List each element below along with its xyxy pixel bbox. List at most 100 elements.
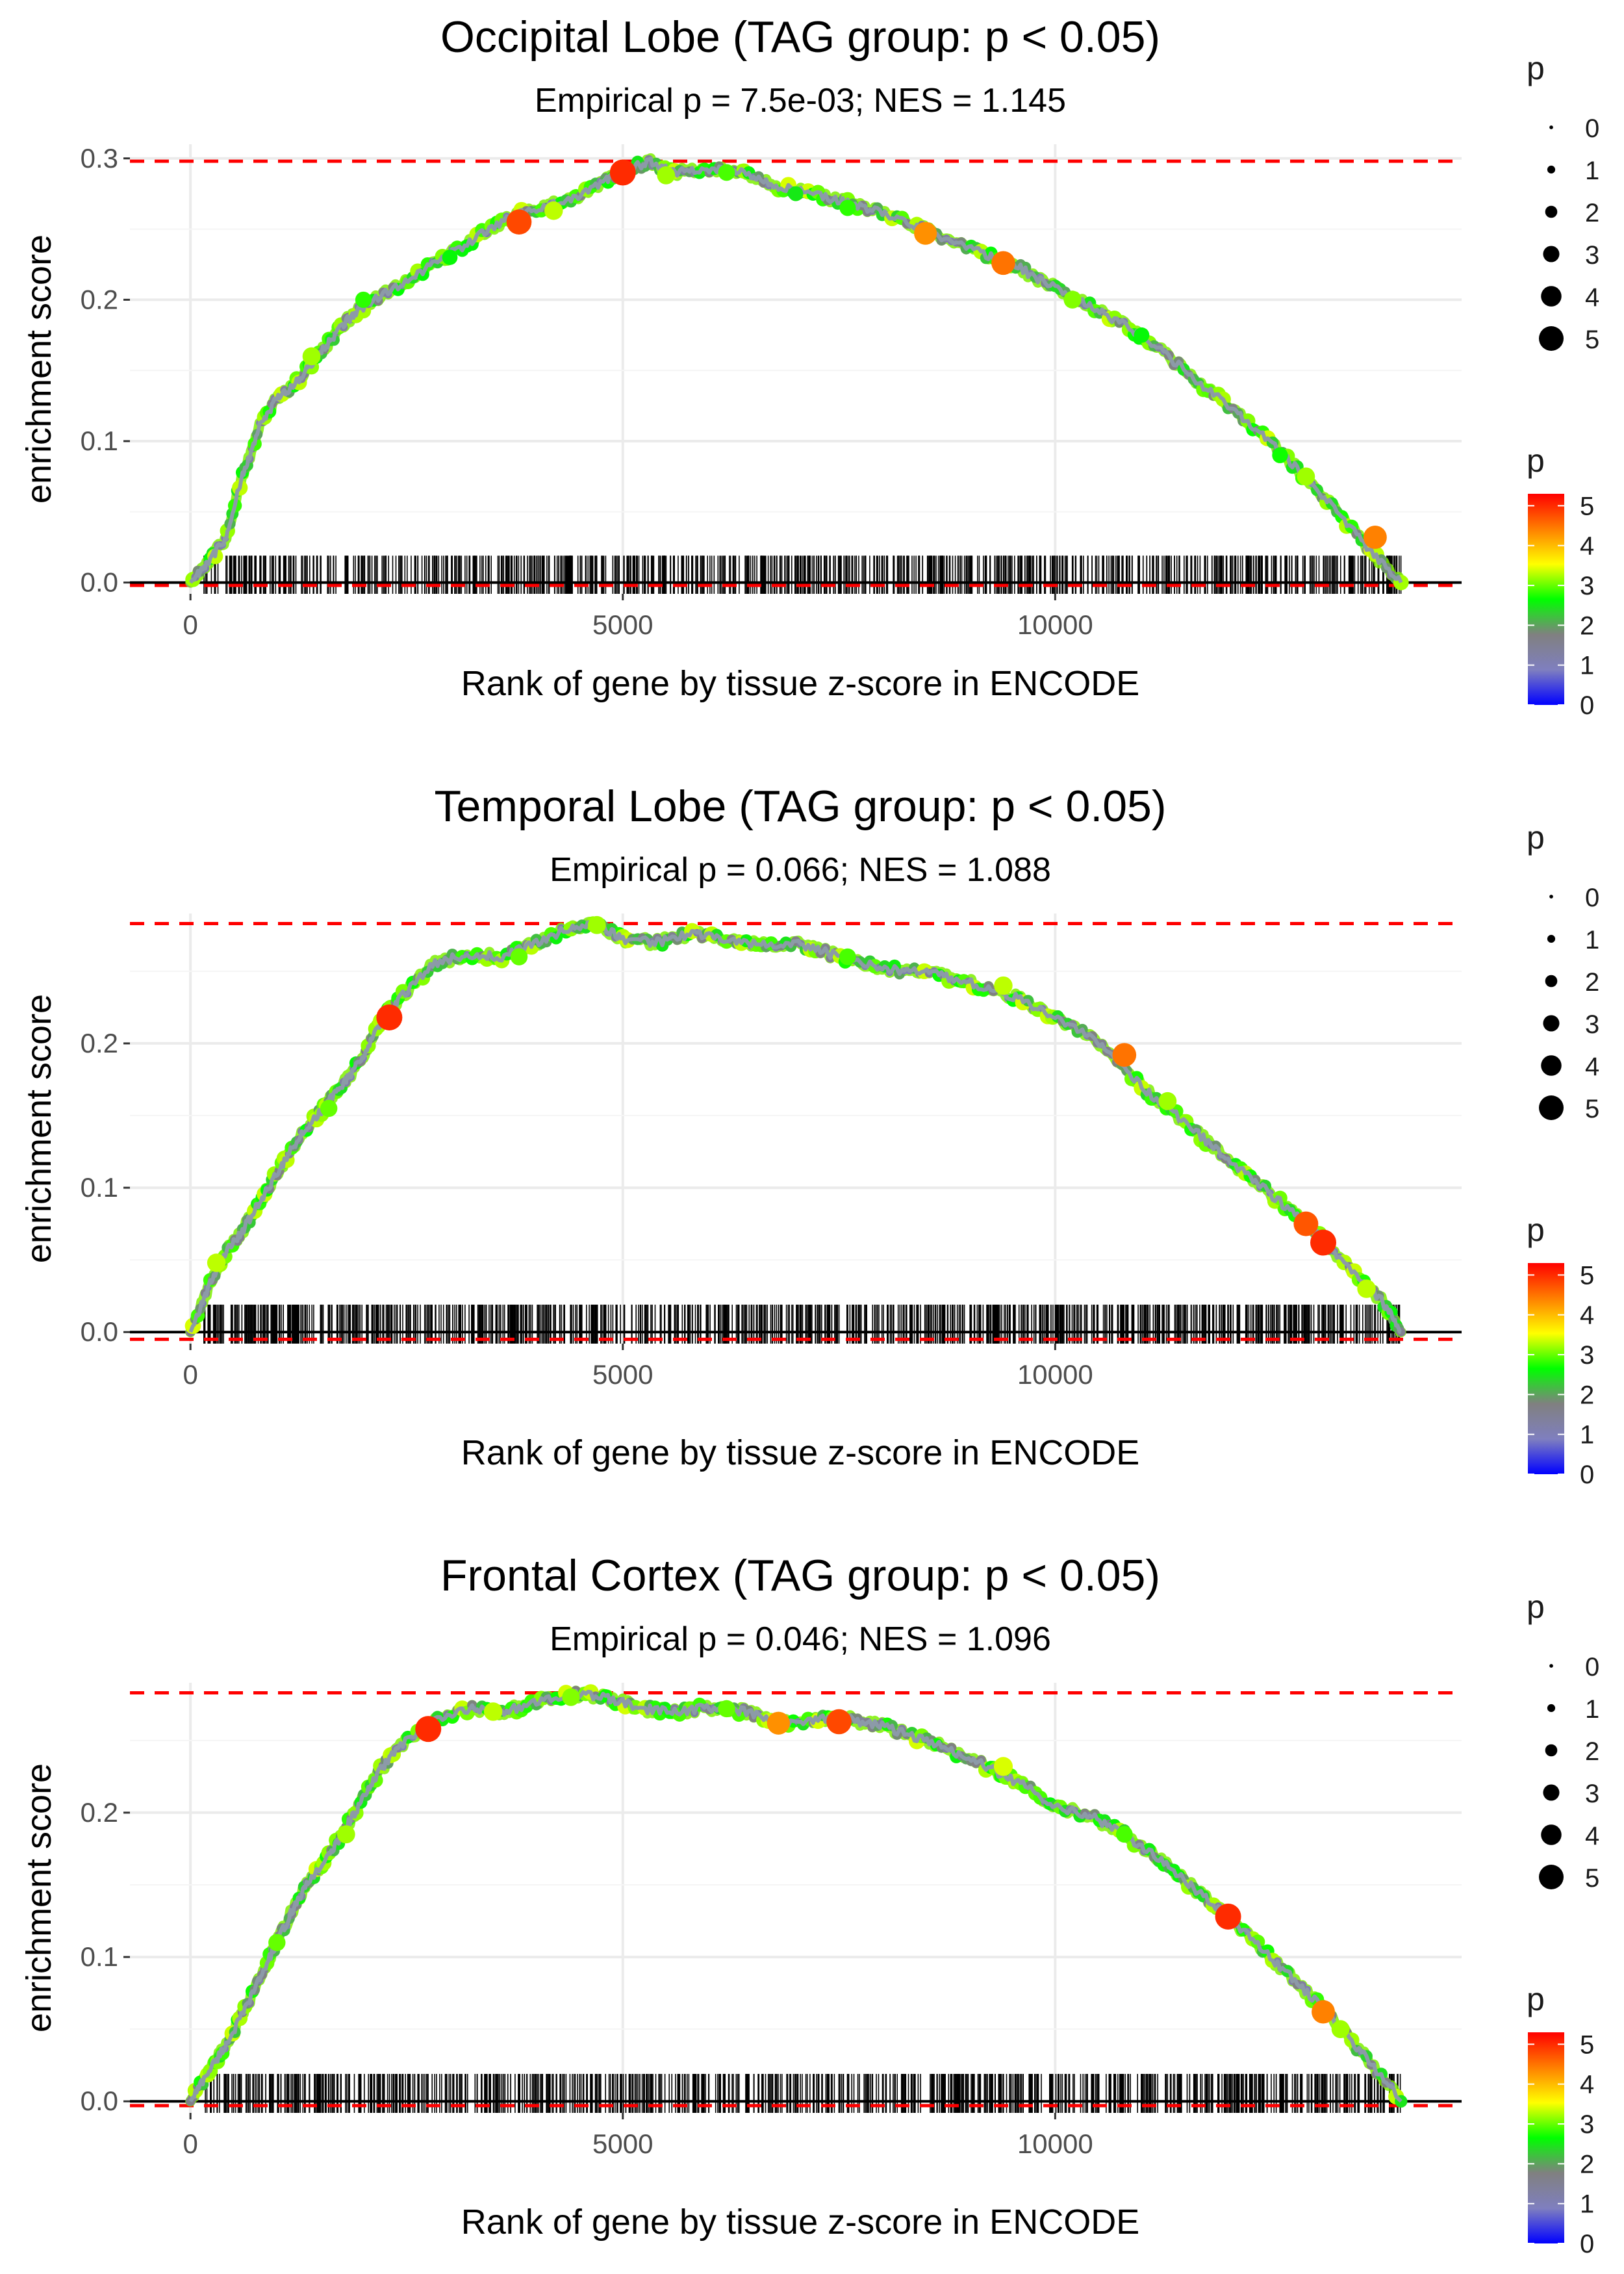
size-legend-label: 0 <box>1585 1653 1599 1681</box>
color-legend-label: 0 <box>1580 2230 1594 2258</box>
hit-point <box>506 209 532 235</box>
y-axis-label: enrichment score <box>19 994 58 1263</box>
y-tick-label: 0.0 <box>81 2086 118 2116</box>
size-legend-dot <box>1539 1095 1564 1120</box>
y-tick-label: 0.1 <box>81 426 118 456</box>
size-legend-label: 3 <box>1585 1780 1599 1808</box>
hit-point <box>1310 1229 1337 1256</box>
y-axis-label: enrichment score <box>19 1763 58 2032</box>
hit-points <box>268 1688 1350 2039</box>
color-legend-label: 1 <box>1580 2190 1594 2219</box>
size-legend-label: 4 <box>1585 1053 1599 1081</box>
size-legend-dot <box>1541 1055 1562 1076</box>
x-tick-label: 5000 <box>592 1359 653 1390</box>
hit-point <box>1112 1043 1137 1067</box>
size-legend-dot <box>1543 1015 1560 1032</box>
curve-dots <box>186 1684 1408 2108</box>
size-legend-dot <box>1547 165 1556 174</box>
plot-clip <box>130 1684 1462 2113</box>
hit-point <box>1357 1279 1376 1298</box>
x-axis-label: Rank of gene by tissue z-score in ENCODE <box>461 2203 1139 2242</box>
plot-area: 0 5000 10000 0.0 0.1 0.2 <box>81 913 1462 1390</box>
plot-area: 0 5000 10000 0.0 0.1 0.2 <box>81 1683 1462 2159</box>
y-tick-label: 0.2 <box>81 1028 118 1058</box>
size-legend-label: 0 <box>1585 884 1599 912</box>
hit-point <box>302 347 321 366</box>
hit-point <box>839 948 856 965</box>
size-legend-dot <box>1545 975 1558 988</box>
color-bar <box>1528 494 1564 705</box>
hit-point <box>1293 1211 1319 1236</box>
hit-point <box>609 159 636 186</box>
size-legend-dot <box>1549 895 1553 899</box>
size-legend-dot <box>1539 1865 1564 1889</box>
curve-dots <box>185 155 1409 591</box>
x-axis-label: Rank of gene by tissue z-score in ENCODE <box>461 1433 1139 1472</box>
hit-point <box>544 201 563 220</box>
hit-points <box>302 159 1387 549</box>
x-tick-label: 0 <box>183 609 198 640</box>
hit-point <box>207 1253 226 1272</box>
hit-point <box>1297 467 1315 486</box>
y-axis-label: enrichment score <box>19 235 58 504</box>
x-tick-label: 10000 <box>1017 1359 1093 1390</box>
hit-point <box>510 948 528 965</box>
color-legend-label: 5 <box>1580 492 1594 520</box>
size-legend-dot <box>1545 205 1558 218</box>
hit-point <box>718 164 735 181</box>
color-legend-label: 4 <box>1580 1301 1594 1330</box>
chart-subtitle: Empirical p = 0.066; NES = 1.088 <box>550 851 1051 889</box>
color-bar <box>1528 2032 1564 2243</box>
size-legend-label: 4 <box>1585 1822 1599 1850</box>
y-tick-label: 0.3 <box>81 143 118 173</box>
color-legend-label: 2 <box>1580 1381 1594 1409</box>
size-legend-label: 5 <box>1585 1095 1599 1123</box>
y-tick-label: 0.0 <box>81 1316 118 1347</box>
size-legend-dot <box>1547 934 1556 943</box>
color-bar <box>1528 1263 1564 1474</box>
hit-point <box>788 186 804 201</box>
curve-dots <box>184 916 1406 1337</box>
color-legend-title: p <box>1527 1212 1545 1248</box>
hit-point <box>1134 327 1150 343</box>
hit-point <box>826 1709 852 1735</box>
hit-point <box>994 976 1013 995</box>
size-legend-label: 1 <box>1585 157 1599 185</box>
hit-point <box>839 199 856 216</box>
hit-point <box>914 222 937 245</box>
plot-clip <box>130 915 1462 1344</box>
color-legend-label: 3 <box>1580 2110 1594 2139</box>
size-legend-label: 1 <box>1585 1695 1599 1724</box>
es-curve <box>188 1689 1402 2103</box>
y-tick-label: 0.1 <box>81 1172 118 1203</box>
hit-point <box>1215 1903 1241 1930</box>
panel-occipital: Occipital Lobe (TAG group: p < 0.05) Emp… <box>19 12 1462 703</box>
hit-point <box>1158 1092 1177 1110</box>
x-tick-label: 0 <box>183 2128 198 2159</box>
size-legend-label: 0 <box>1585 114 1599 143</box>
chart-subtitle: Empirical p = 0.046; NES = 1.096 <box>550 1620 1051 1658</box>
x-tick-label: 10000 <box>1017 609 1093 640</box>
color-legend-label: 2 <box>1580 611 1594 640</box>
size-legend-label: 2 <box>1585 1737 1599 1766</box>
size-legend-dot <box>1541 286 1562 307</box>
color-legend-title: p <box>1527 442 1545 479</box>
hit-point <box>657 166 676 185</box>
color-legend-label: 3 <box>1580 572 1594 600</box>
legend-group: p 0 1 2 3 4 5 p 0 1 2 3 4 5 <box>1527 50 1599 720</box>
hit-point <box>993 1757 1013 1776</box>
size-legend-dot <box>1543 246 1560 262</box>
color-legend-label: 4 <box>1580 532 1594 561</box>
legend-group: p 0 1 2 3 4 5 p 0 1 2 3 4 5 <box>1527 819 1599 1489</box>
x-tick-label: 5000 <box>592 609 653 640</box>
hit-point <box>1063 290 1082 309</box>
color-legend-label: 0 <box>1580 1461 1594 1489</box>
size-legend-dot <box>1549 1664 1553 1668</box>
size-legend-dot <box>1547 1704 1556 1713</box>
size-legend-dot <box>1549 125 1553 129</box>
hit-point <box>483 1702 503 1721</box>
legend-group: p 0 1 2 3 4 5 p 0 1 2 3 4 5 <box>1527 1589 1599 2258</box>
color-legend-label: 5 <box>1580 1261 1594 1290</box>
chart-title: Frontal Cortex (TAG group: p < 0.05) <box>440 1551 1160 1600</box>
